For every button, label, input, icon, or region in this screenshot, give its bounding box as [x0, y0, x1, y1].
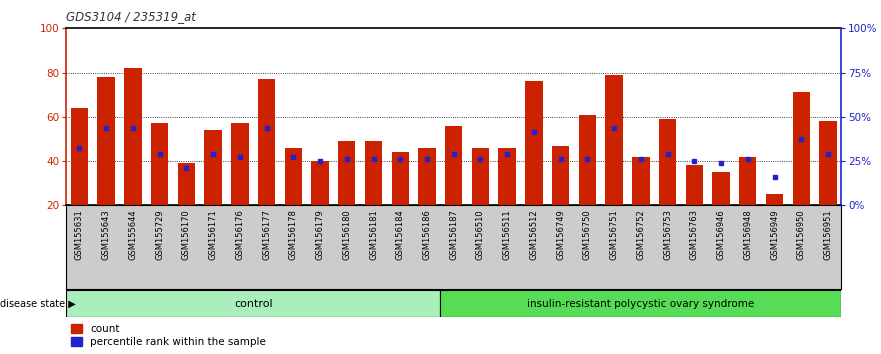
Text: insulin-resistant polycystic ovary syndrome: insulin-resistant polycystic ovary syndr…: [527, 298, 754, 309]
Bar: [739, 156, 757, 205]
Text: GSM156187: GSM156187: [449, 210, 458, 260]
Text: GSM156177: GSM156177: [262, 210, 271, 260]
Text: GSM156179: GSM156179: [315, 210, 324, 260]
Text: GSM156948: GSM156948: [744, 210, 752, 260]
Text: GSM156184: GSM156184: [396, 210, 404, 260]
Text: GSM156951: GSM156951: [824, 210, 833, 260]
Bar: [499, 148, 516, 205]
Bar: [605, 75, 623, 205]
Text: GSM155643: GSM155643: [101, 210, 111, 260]
Bar: [311, 161, 329, 205]
Text: control: control: [233, 298, 272, 309]
Text: GDS3104 / 235319_at: GDS3104 / 235319_at: [66, 10, 196, 23]
Text: GSM156753: GSM156753: [663, 210, 672, 260]
Bar: [819, 121, 837, 205]
Text: GSM156749: GSM156749: [556, 210, 565, 260]
Bar: [766, 194, 783, 205]
Text: GSM156180: GSM156180: [343, 210, 352, 260]
Bar: [124, 68, 142, 205]
Bar: [440, 290, 841, 317]
Text: GSM156181: GSM156181: [369, 210, 378, 260]
Bar: [418, 148, 436, 205]
Bar: [793, 92, 810, 205]
Bar: [204, 130, 222, 205]
Bar: [445, 126, 463, 205]
Text: GSM156946: GSM156946: [716, 210, 726, 260]
Text: GSM156752: GSM156752: [636, 210, 646, 260]
Bar: [525, 81, 543, 205]
Text: GSM155729: GSM155729: [155, 210, 164, 260]
Bar: [285, 148, 302, 205]
Text: GSM156750: GSM156750: [583, 210, 592, 260]
Text: GSM156170: GSM156170: [181, 210, 191, 260]
Bar: [713, 172, 729, 205]
Bar: [338, 141, 355, 205]
Text: GSM155631: GSM155631: [75, 210, 84, 260]
Bar: [365, 141, 382, 205]
Bar: [151, 124, 168, 205]
Text: GSM156178: GSM156178: [289, 210, 298, 260]
Text: GSM156511: GSM156511: [503, 210, 512, 260]
Bar: [231, 124, 248, 205]
Bar: [258, 79, 275, 205]
Bar: [66, 290, 440, 317]
Bar: [98, 77, 115, 205]
Text: GSM156186: GSM156186: [423, 210, 432, 260]
Text: GSM156950: GSM156950: [796, 210, 806, 260]
Text: GSM156751: GSM156751: [610, 210, 618, 260]
Bar: [633, 156, 649, 205]
Bar: [552, 145, 569, 205]
Text: GSM156949: GSM156949: [770, 210, 779, 260]
Text: disease state ▶: disease state ▶: [0, 298, 76, 309]
Text: GSM156512: GSM156512: [529, 210, 538, 260]
Text: GSM156510: GSM156510: [476, 210, 485, 260]
Text: GSM156763: GSM156763: [690, 210, 699, 261]
Bar: [659, 119, 677, 205]
Text: GSM156176: GSM156176: [235, 210, 244, 260]
Text: GSM156171: GSM156171: [209, 210, 218, 260]
Bar: [471, 148, 489, 205]
Bar: [579, 115, 596, 205]
Bar: [178, 163, 195, 205]
Bar: [391, 152, 409, 205]
Text: GSM155644: GSM155644: [129, 210, 137, 260]
Legend: count, percentile rank within the sample: count, percentile rank within the sample: [71, 324, 266, 347]
Bar: [70, 108, 88, 205]
Bar: [685, 166, 703, 205]
